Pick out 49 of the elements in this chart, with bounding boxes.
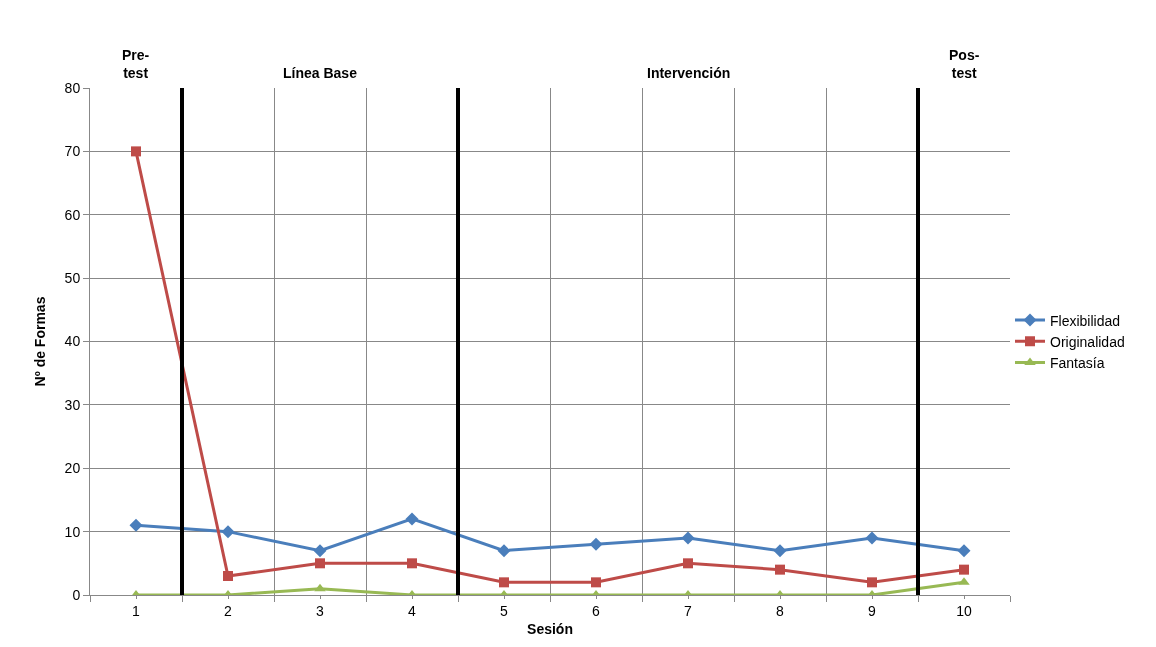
point	[221, 525, 235, 539]
x-tick-label: 3	[316, 602, 325, 619]
point	[223, 570, 233, 581]
legend-label: Originalidad	[1050, 333, 1125, 350]
point	[957, 544, 971, 558]
y-tick-label: 10	[64, 523, 81, 540]
y-tick-label: 40	[64, 333, 81, 350]
text: Línea Base	[283, 65, 358, 81]
point	[499, 577, 509, 588]
point	[591, 577, 601, 588]
x-tick-label: 9	[868, 602, 877, 619]
y-tick-label: 60	[64, 206, 81, 223]
point	[405, 512, 419, 526]
y-tick-label: 50	[64, 270, 81, 287]
x-axis-title: Sesión	[527, 621, 573, 638]
y-tick-label: 20	[64, 460, 81, 477]
y-tick-label: 70	[64, 143, 81, 160]
point	[865, 531, 879, 545]
point	[589, 537, 603, 551]
point	[131, 146, 141, 157]
legend-label: Fantasía	[1050, 354, 1105, 371]
x-tick-label: 5	[500, 602, 509, 619]
x-tick-label: 1	[132, 602, 141, 619]
point	[867, 577, 877, 588]
point	[683, 558, 693, 569]
point	[773, 544, 787, 558]
text: Pre- test	[122, 47, 150, 82]
text: Pos- test	[949, 47, 980, 82]
x-tick-label: 8	[776, 602, 785, 619]
x-tick-label: 2	[224, 602, 233, 619]
x-tick-label: 6	[592, 602, 601, 619]
text: Intervención	[647, 65, 731, 81]
point	[129, 518, 143, 532]
legend-label: Flexibilidad	[1050, 312, 1121, 329]
y-tick-label: 30	[64, 396, 81, 413]
x-tick-label: 10	[956, 602, 972, 619]
point	[497, 544, 511, 558]
point	[315, 558, 325, 569]
point	[314, 583, 326, 592]
x-tick-label: 4	[408, 602, 417, 619]
y-tick-label: 80	[64, 79, 81, 96]
point	[959, 564, 969, 575]
y-axis-title: Nº de Formas	[32, 296, 49, 387]
x-tick-label: 7	[684, 602, 693, 619]
point	[313, 544, 327, 558]
point	[775, 564, 785, 575]
y-tick-label: 0	[72, 586, 81, 603]
point	[681, 531, 695, 545]
point	[407, 558, 417, 569]
